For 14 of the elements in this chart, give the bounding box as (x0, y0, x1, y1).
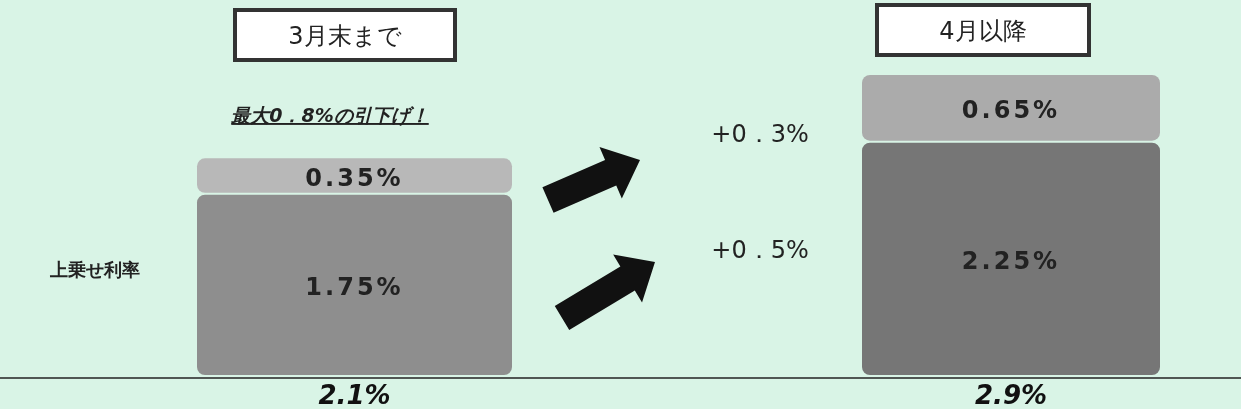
annotation: +0．5% (711, 236, 809, 264)
data-label: 1.75% (305, 272, 404, 301)
data-label: 0.65% (961, 95, 1061, 124)
annotation: 上乗せ利率 (49, 259, 140, 280)
category: 4月以降 (875, 3, 1091, 57)
category: 3月末まで (233, 8, 457, 62)
annotation: 最大0．8%の引下げ！ (231, 104, 429, 126)
annotation: +0．3% (711, 120, 809, 148)
data-label: 2.25% (961, 246, 1061, 275)
x-tick-label: 3月末まで (288, 22, 402, 50)
total-label: 2.1% (318, 380, 391, 409)
total-label: 2.9% (974, 380, 1048, 409)
x-tick-label: 4月以降 (939, 17, 1027, 45)
data-label: 0.35% (305, 163, 404, 192)
